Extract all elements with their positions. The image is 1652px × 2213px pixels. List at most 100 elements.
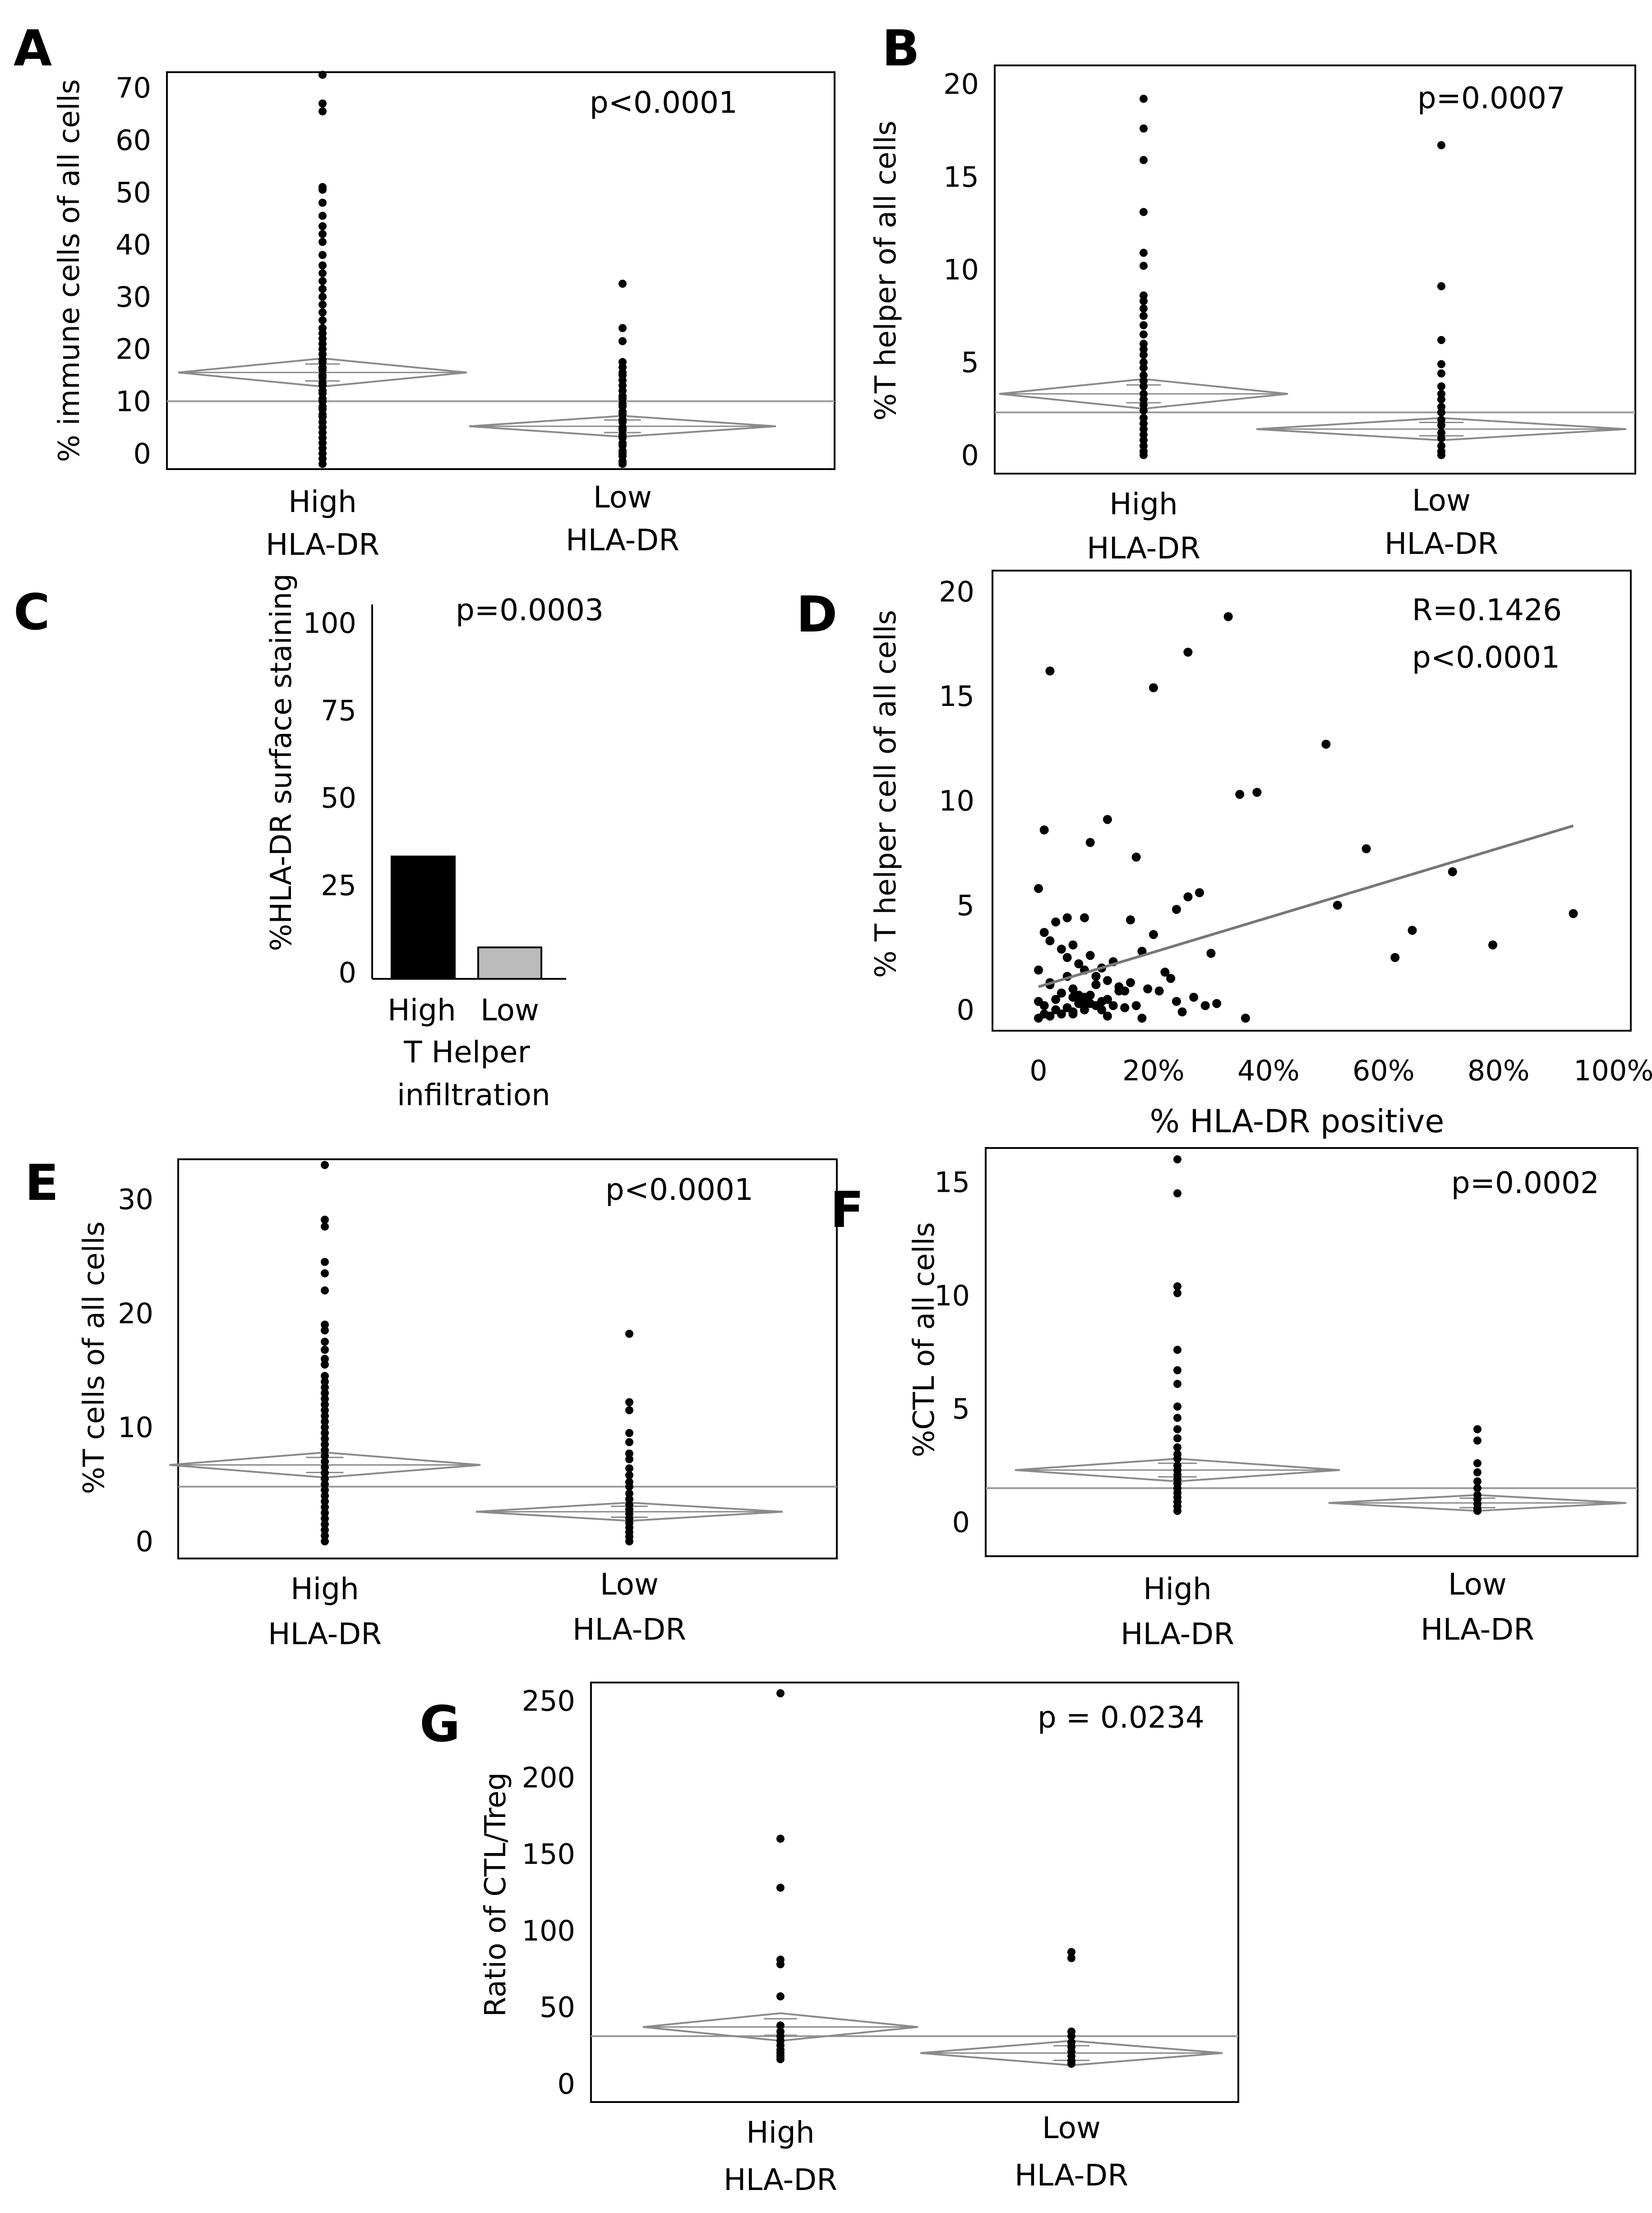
y-axis-label-a: % immune cells of all cells <box>53 79 86 462</box>
data-point <box>318 277 327 286</box>
data-point <box>1437 434 1445 443</box>
data-point <box>1140 371 1148 379</box>
y-axis-label-d: % T helper cell of all cells <box>869 610 903 978</box>
data-point <box>1085 999 1095 1008</box>
data-point <box>776 2021 784 2030</box>
x-category-high-sub-b: HLA-DR <box>1087 531 1200 566</box>
data-point <box>321 1480 329 1489</box>
data-point <box>1120 1003 1130 1012</box>
marks-d <box>1034 612 1578 1023</box>
data-point <box>1189 992 1199 1002</box>
data-point <box>318 300 327 309</box>
y-tick-label: 50 <box>321 782 356 815</box>
data-point <box>1114 986 1124 996</box>
data-point <box>1103 976 1112 985</box>
r-value-d: R=0.1426 <box>1412 593 1562 627</box>
x-category-low-sub-b: HLA-DR <box>1384 526 1498 561</box>
p-value-e: p<0.0001 <box>605 1172 753 1207</box>
data-point <box>625 1455 633 1464</box>
plot-frame-e <box>177 1158 838 1559</box>
data-point <box>1321 739 1331 749</box>
data-point <box>625 1438 633 1447</box>
data-point <box>1473 1484 1481 1493</box>
y-tick-label: 0 <box>961 439 979 472</box>
data-point <box>321 1320 329 1329</box>
data-point <box>625 1489 633 1498</box>
x-category-high-c: High <box>388 993 456 1028</box>
y-axis-label-b: %T helper of all cells <box>869 120 903 420</box>
data-point <box>1074 991 1084 1000</box>
data-point <box>321 1526 329 1534</box>
marks-a <box>167 70 835 468</box>
regression-line <box>1038 824 1574 988</box>
bars-c <box>391 855 542 980</box>
x-tick-label: 60% <box>1352 1054 1415 1087</box>
x-axis-label-c-line1: T Helper <box>403 1035 530 1070</box>
data-point <box>1068 1007 1078 1017</box>
x-category-low-sub-e: HLA-DR <box>572 1612 686 1647</box>
data-point <box>321 1326 329 1335</box>
y-tick-label: 0 <box>952 1506 970 1539</box>
data-point <box>1067 1954 1075 1962</box>
x-category-low-a: Low <box>593 480 652 515</box>
data-point <box>1080 913 1089 922</box>
data-point <box>1080 1005 1089 1014</box>
data-point <box>321 1531 329 1540</box>
data-point <box>625 1464 633 1473</box>
data-point <box>1212 999 1222 1008</box>
data-point <box>1223 612 1233 621</box>
x-category-low-sub-g: HLA-DR <box>1015 2158 1128 2193</box>
data-point <box>318 198 327 207</box>
data-point <box>1045 936 1055 945</box>
data-point <box>1149 683 1158 692</box>
data-point <box>1067 2060 1075 2068</box>
data-point <box>1034 1014 1043 1023</box>
marks-e <box>169 1161 837 1546</box>
x-category-high-g: High <box>746 2115 815 2150</box>
data-point <box>1173 1155 1181 1164</box>
y-tick-label: 15 <box>943 161 979 194</box>
data-point <box>321 1475 329 1483</box>
y-tick-label: 5 <box>957 889 974 922</box>
y-ticks-a: 0 10 20 30 40 50 60 70 <box>115 72 151 470</box>
data-point <box>1437 336 1445 344</box>
x-tick-label: 20% <box>1122 1054 1185 1087</box>
data-point <box>1173 1425 1181 1434</box>
panel-letter-g: G <box>420 1695 460 1753</box>
data-point <box>1173 1507 1181 1515</box>
data-point <box>1057 945 1066 954</box>
data-point <box>1437 282 1445 290</box>
data-point <box>1039 825 1049 834</box>
y-ticks-d: 0 5 10 15 20 <box>939 575 974 1026</box>
data-point <box>1473 1507 1481 1515</box>
data-point <box>1085 838 1095 847</box>
data-point <box>318 99 327 108</box>
data-point <box>1173 1189 1181 1198</box>
x-category-low-f: Low <box>1448 1567 1507 1602</box>
data-point <box>1140 414 1148 422</box>
y-tick-label: 70 <box>115 72 151 105</box>
data-point <box>318 460 327 468</box>
data-point <box>1437 390 1445 398</box>
data-point <box>1437 395 1445 404</box>
data-point <box>625 1537 633 1546</box>
y-tick-label: 50 <box>540 1991 575 2024</box>
x-category-low-e: Low <box>600 1567 659 1602</box>
data-point <box>321 1378 329 1386</box>
data-point <box>318 308 327 317</box>
data-point <box>1045 1011 1055 1021</box>
data-point <box>1407 926 1417 935</box>
data-point <box>321 1469 329 1477</box>
y-ticks-c: 0 25 50 75 100 <box>303 607 356 989</box>
data-point <box>1172 997 1181 1006</box>
data-point <box>618 460 627 468</box>
data-point <box>1173 1379 1181 1388</box>
x-category-high-sub-f: HLA-DR <box>1121 1617 1234 1651</box>
data-point <box>1140 340 1148 348</box>
data-point <box>1057 1009 1066 1019</box>
data-point <box>1085 991 1095 1000</box>
plot-frame-b <box>994 65 1636 475</box>
y-tick-label: 10 <box>939 784 974 817</box>
p-value-c: p=0.0003 <box>456 593 604 627</box>
data-point <box>318 222 327 231</box>
